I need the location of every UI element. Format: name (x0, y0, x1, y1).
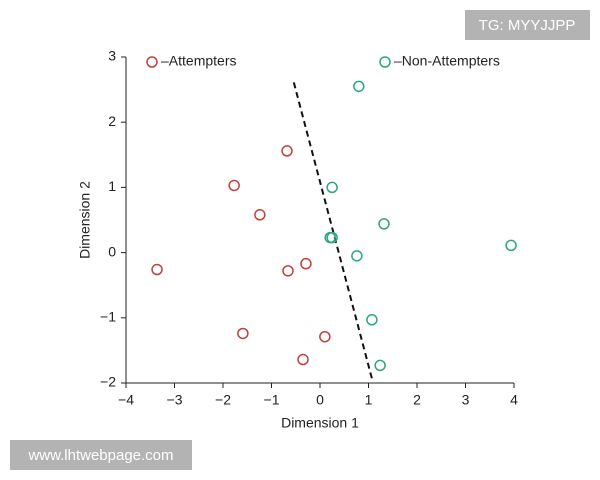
x-tick-label: 4 (510, 392, 518, 408)
y-tick-label: −2 (100, 374, 116, 390)
point (351, 250, 363, 262)
point (237, 327, 249, 340)
point (254, 209, 266, 221)
boundary-line (292, 82, 373, 379)
point (297, 353, 309, 366)
watermark: TG: MYYJJPP (479, 17, 576, 34)
point (378, 218, 390, 230)
legend-label: –Non-Attempters (394, 53, 500, 69)
legend-marker (146, 56, 158, 68)
x-axis-label: Dimension 1 (281, 415, 359, 431)
y-tick-label: 2 (108, 113, 116, 129)
point (326, 181, 338, 194)
legend-marker (379, 56, 391, 68)
point (228, 179, 240, 192)
legend-label: –Attempters (161, 53, 236, 69)
point (505, 239, 517, 252)
point (281, 145, 293, 157)
y-tick-label: −1 (100, 309, 116, 325)
x-tick-label: 3 (462, 392, 470, 408)
x-tick-label: 2 (413, 392, 421, 408)
point (366, 314, 378, 326)
y-tick-label: 1 (108, 178, 116, 194)
point (374, 359, 386, 372)
y-tick-label: 0 (108, 243, 116, 259)
watermark-box (465, 10, 590, 40)
point (319, 330, 331, 343)
x-tick-label: −1 (264, 392, 280, 408)
point (326, 231, 338, 244)
point (300, 257, 312, 270)
x-tick-label: −3 (167, 392, 183, 408)
y-tick-label: 3 (108, 48, 116, 64)
x-tick-label: −2 (215, 392, 231, 408)
y-axis-label: Dimension 2 (77, 181, 93, 259)
point (151, 263, 163, 276)
x-tick-label: 1 (365, 392, 373, 408)
point (282, 265, 294, 277)
watermark-box (10, 440, 192, 470)
x-tick-label: −4 (118, 392, 134, 408)
watermark: www.lhtwebpage.com (27, 447, 173, 464)
point (353, 80, 365, 93)
x-tick-label: 0 (316, 392, 324, 408)
